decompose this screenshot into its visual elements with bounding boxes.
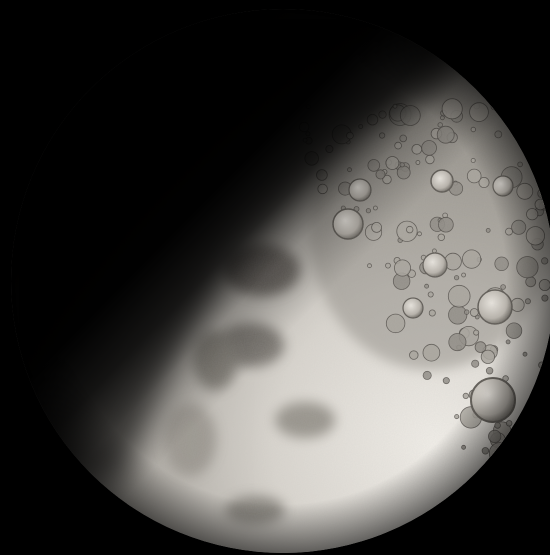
limb-darkening [11,9,550,553]
